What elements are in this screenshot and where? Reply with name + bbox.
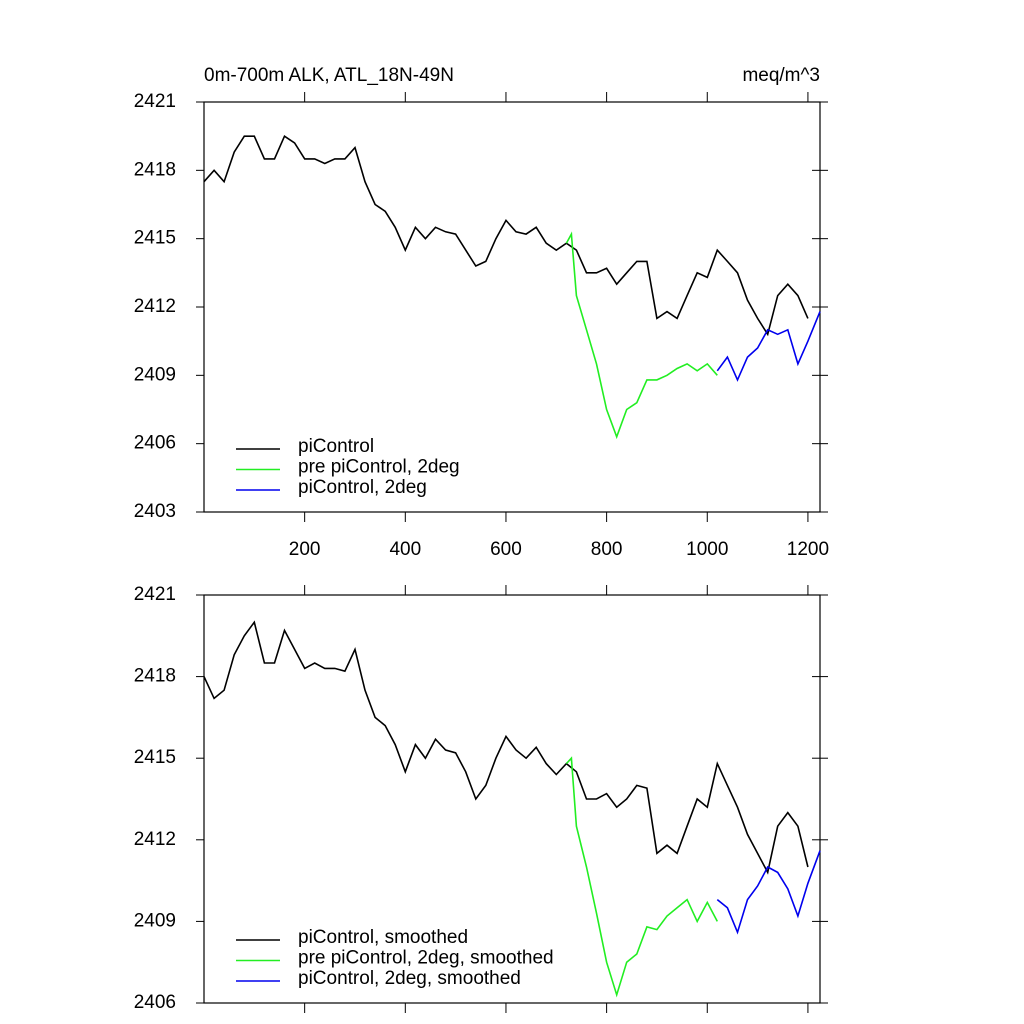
legend-label: piControl, 2deg [298, 477, 427, 498]
x-tick-label: 800 [591, 539, 623, 560]
y-tick-label: 2421 [134, 584, 176, 605]
x-tick-label: 600 [490, 539, 522, 560]
y-tick-label: 2421 [134, 91, 176, 112]
units-label: meq/m^3 [742, 65, 820, 86]
legend-label: piControl [298, 436, 374, 457]
legend-label: piControl, 2deg, smoothed [298, 968, 521, 989]
data-line [716, 311, 821, 382]
y-tick-label: 2415 [134, 747, 176, 768]
data-line [203, 620, 809, 875]
legend-label: piControl, smoothed [298, 927, 468, 948]
legend-label: pre piControl, 2deg, smoothed [298, 948, 554, 969]
y-tick-label: 2409 [134, 364, 176, 385]
y-tick-label: 2406 [134, 433, 176, 454]
x-tick-label: 1000 [686, 539, 728, 560]
x-tick-label: 1200 [787, 539, 829, 560]
y-tick-label: 2412 [134, 829, 176, 850]
x-tick-label: 400 [389, 539, 421, 560]
legend-label: pre piControl, 2deg [298, 457, 460, 478]
y-tick-label: 2418 [134, 666, 176, 687]
x-tick-label: 200 [289, 539, 321, 560]
chart-title: 0m-700m ALK, ATL_18N-49N [204, 65, 454, 86]
y-tick-label: 2409 [134, 910, 176, 931]
y-tick-label: 2415 [134, 228, 176, 249]
data-line [565, 231, 718, 440]
y-tick-label: 2418 [134, 159, 176, 180]
plot-frame [203, 101, 821, 513]
y-tick-label: 2406 [134, 992, 176, 1013]
y-tick-label: 2412 [134, 296, 176, 317]
data-line [565, 756, 719, 998]
y-tick-label: 2403 [134, 501, 176, 522]
plot-frame [203, 594, 821, 1004]
data-line [716, 850, 821, 935]
data-line [203, 135, 809, 337]
